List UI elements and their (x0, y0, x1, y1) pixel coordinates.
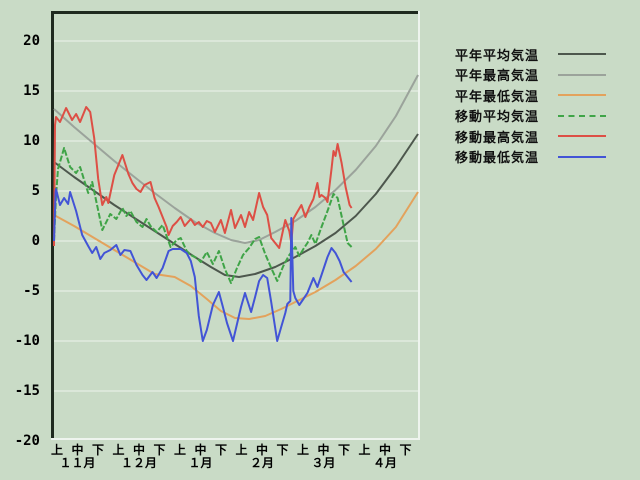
y-axis-label-5: 5 (31, 183, 40, 199)
series-line-2 (53, 191, 419, 320)
legend-line-swatch-0 (558, 53, 606, 56)
y-axis-label--5: -5 (23, 283, 40, 299)
x-tick-label-0-1: 中 (71, 443, 84, 457)
x-tick-label-2-0: 上 (173, 443, 186, 457)
x-tick-label-4-0: 上 (296, 443, 309, 457)
y-axis-label-0: 0 (31, 233, 40, 249)
legend-item-0: 平年平均気温 (455, 44, 606, 65)
legend-label-5: 移動最低気温 (455, 150, 540, 166)
series-line-4 (53, 106, 353, 249)
panel-border-left (51, 11, 54, 440)
series-line-0 (53, 133, 419, 278)
legend-item-4: 移動最高気温 (455, 126, 606, 147)
legend-line-swatch-2 (558, 94, 606, 97)
legend-label-4: 移動最高気温 (455, 129, 540, 145)
legend-line-swatch-3 (558, 114, 606, 117)
y-axis-label-10: 10 (23, 133, 40, 149)
chart-legend: 平年平均気温 平年最高気温 平年最低気温 移動平均気温 移動最高気温 移動最低気温 (455, 44, 606, 167)
panel-border-top (51, 11, 420, 14)
x-tick-label-2-1: 中 (194, 443, 207, 457)
legend-line-swatch-1 (558, 73, 606, 76)
y-axis-label-15: 15 (23, 83, 40, 99)
series-line-1 (53, 74, 419, 244)
legend-item-5: 移動最低気温 (455, 147, 606, 168)
legend-item-3: 移動平均気温 (455, 106, 606, 127)
legend-item-1: 平年最高気温 (455, 65, 606, 86)
y-axis-label-20: 20 (23, 33, 40, 49)
x-month-label-4: ３月 (311, 456, 336, 470)
x-tick-label-4-2: 下 (337, 443, 350, 457)
x-tick-label-3-1: 中 (255, 443, 268, 457)
x-tick-label-1-2: 下 (153, 443, 166, 457)
x-tick-label-5-1: 中 (378, 443, 391, 457)
x-tick-label-3-2: 下 (276, 443, 289, 457)
x-tick-label-1-1: 中 (132, 443, 145, 457)
x-month-label-1: １２月 (120, 456, 157, 470)
x-month-label-0: １１月 (59, 456, 96, 470)
series-line-3 (53, 147, 353, 284)
legend-label-2: 平年最低気温 (455, 88, 540, 104)
legend-item-2: 平年最低気温 (455, 85, 606, 106)
legend-label-0: 平年平均気温 (455, 47, 540, 63)
x-tick-label-4-1: 中 (317, 443, 330, 457)
legend-line-swatch-4 (558, 135, 606, 138)
x-tick-label-0-0: 上 (50, 443, 63, 457)
panel-border-right (418, 11, 420, 440)
x-month-label-2: １月 (188, 456, 213, 470)
x-tick-label-5-2: 下 (399, 443, 412, 457)
x-month-label-3: ２月 (249, 456, 274, 470)
x-tick-label-2-2: 下 (214, 443, 227, 457)
y-axis-label--20: -20 (14, 433, 40, 449)
legend-line-swatch-5 (558, 155, 606, 158)
x-month-label-5: ４月 (372, 456, 397, 470)
y-axis-label--15: -15 (14, 383, 40, 399)
legend-label-3: 移動平均気温 (455, 109, 540, 125)
x-tick-label-0-2: 下 (91, 443, 104, 457)
panel-border-bottom (51, 438, 420, 440)
legend-label-1: 平年最高気温 (455, 68, 540, 84)
x-tick-label-5-0: 上 (358, 443, 371, 457)
x-tick-label-3-0: 上 (235, 443, 248, 457)
x-tick-label-1-0: 上 (112, 443, 125, 457)
series-line-5 (53, 188, 353, 342)
y-axis-label--10: -10 (14, 333, 40, 349)
